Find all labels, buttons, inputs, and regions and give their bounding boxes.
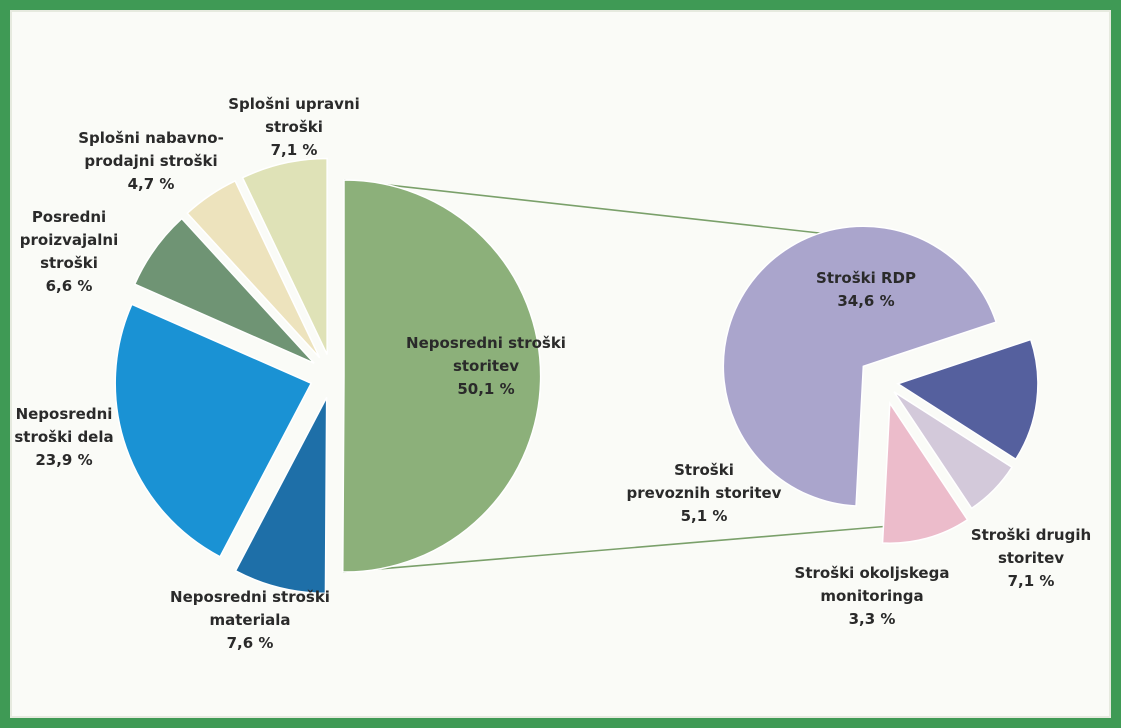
label-material-line: 7,6 % xyxy=(227,634,274,652)
label-transport: Stroški prevoznih storitev 5,1 % xyxy=(627,461,782,525)
label-sales: Splošni nabavno-prodajni stroški 4,7 % xyxy=(78,129,224,193)
pie-of-pie-chart: Neposredni stroški storitev 50,1 %Neposred… xyxy=(14,95,1091,652)
label-admin-line: 7,1 % xyxy=(271,141,318,159)
label-monitoring-line: Stroški okoljskega xyxy=(795,564,950,582)
label-material-line: Neposredni stroški xyxy=(170,588,330,606)
breakdown-slice-stroski-okoljskega-monitoringa xyxy=(893,391,1013,510)
label-sales-line: 4,7 % xyxy=(128,175,175,193)
label-rdp: Stroški RDP 34,6 % xyxy=(816,269,916,310)
main-slice-splosni-nabavno-prodajni-stroski xyxy=(186,179,321,359)
label-services-line: Neposredni stroški xyxy=(406,334,566,352)
label-other-line: Stroški drugih xyxy=(971,526,1091,544)
main-slice-posredni-proizvajalni-stroski xyxy=(133,217,315,364)
label-rdp-line: 34,6 % xyxy=(837,292,894,310)
main-slice-neposredni-stroski-storitev xyxy=(342,179,542,573)
label-admin: Splošni upravni stroški 7,1 % xyxy=(228,95,360,159)
connector-top xyxy=(343,179,865,239)
label-sales-line: prodajni stroški xyxy=(84,152,217,170)
label-other-line: storitev xyxy=(998,549,1064,567)
main-slice-neposredni-stroski-dela xyxy=(114,303,313,558)
label-transport-line: 5,1 % xyxy=(681,507,728,525)
chart-frame: Neposredni stroški storitev 50,1 % Neposred… xyxy=(10,10,1111,718)
label-material-line: materiala xyxy=(209,611,290,629)
label-labour-line: 23,9 % xyxy=(35,451,92,469)
main-slice-neposredni-stroski-materiala xyxy=(234,396,328,595)
breakdown-slice-stroski-drugih-storitev xyxy=(896,338,1039,461)
main-pie xyxy=(114,157,542,595)
label-labour-line: Neposredni xyxy=(16,405,113,423)
label-indirect-line: 6,6 % xyxy=(46,277,93,295)
label-other-line: 7,1 % xyxy=(1008,572,1055,590)
label-labour-line: stroški dela xyxy=(14,428,113,446)
label-monitoring-line: 3,3 % xyxy=(849,610,896,628)
label-indirect-line: Posredni xyxy=(32,208,106,226)
label-indirect-line: stroški xyxy=(40,254,98,272)
label-other: Stroški drugih storitev 7,1 % xyxy=(971,526,1091,590)
label-transport-line: prevoznih storitev xyxy=(627,484,782,502)
label-admin-line: stroški xyxy=(265,118,323,136)
data-labels: Neposredni stroški storitev 50,1 %Neposred… xyxy=(14,95,1091,652)
label-services: Neposredni stroški storitev 50,1 % xyxy=(406,334,566,398)
label-indirect-line: proizvajalni xyxy=(20,231,118,249)
label-services-line: 50,1 % xyxy=(457,380,514,398)
label-sales-line: Splošni nabavno- xyxy=(78,129,224,147)
label-monitoring: Stroški okoljskega monitoringa 3,3 % xyxy=(795,564,950,628)
breakdown-slice-stroski-prevoznih-storitev xyxy=(881,400,969,544)
breakdown-pie xyxy=(722,225,1039,544)
connector-lines xyxy=(342,179,891,573)
label-monitoring-line: monitoringa xyxy=(820,587,923,605)
label-services-line: storitev xyxy=(453,357,519,375)
label-material: Neposredni stroški materiala 7,6 % xyxy=(170,588,330,652)
breakdown-slice-stroski-rdp xyxy=(722,225,998,507)
label-rdp-line: Stroški RDP xyxy=(816,269,916,287)
main-slice-splosni-upravni-stroski xyxy=(241,157,328,355)
label-labour: Neposredni stroški dela 23,9 % xyxy=(14,405,113,469)
connector-bottom xyxy=(342,525,891,573)
label-admin-line: Splošni upravni xyxy=(228,95,360,113)
label-transport-line: Stroški xyxy=(674,461,734,479)
label-indirect: Posredni proizvajalni stroški 6,6 % xyxy=(20,208,118,295)
